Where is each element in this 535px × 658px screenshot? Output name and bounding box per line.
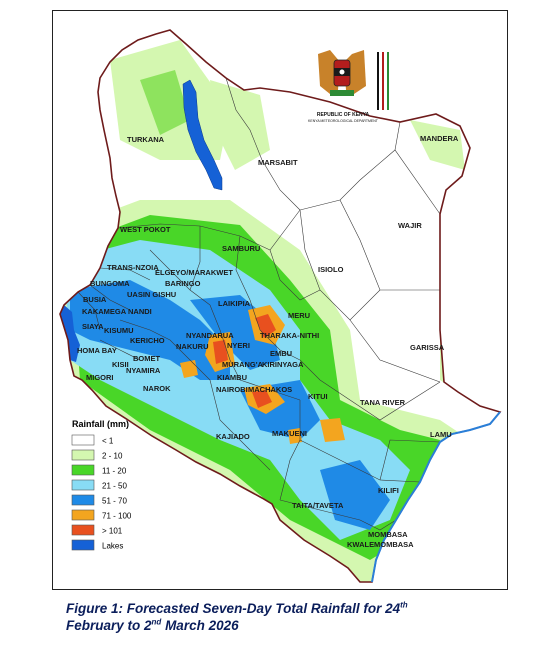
label-taita-taveta: TAITA/TAVETA [292,501,344,510]
label-mombasa-2: MOMBASA [374,540,414,549]
label-trans-nzoia: TRANS-NZOIA [107,263,159,272]
label-nyamira: NYAMIRA [126,366,161,375]
label-mombasa: MOMBASA [368,530,408,539]
label-samburu: SAMBURU [222,244,260,253]
label-nakuru: NAKURU [176,342,209,351]
legend-label: Lakes [102,542,123,551]
label-machakos: MACHAKOS [248,385,292,394]
crest-title: REPUBLIC OF KENYA [317,112,370,118]
legend-swatch [71,479,95,491]
legend-label: 2 - 10 [102,452,123,461]
lake-victoria [60,305,80,362]
legend-swatch [71,449,95,461]
crest-subtitle: KENYA METEOROLOGICAL DEPARTMENT [308,119,379,123]
label-muranga: MURANG'A [222,360,264,369]
label-embu: EMBU [270,349,292,358]
label-uasin-gishu: UASIN GISHU [127,290,176,299]
label-kakamega: KAKAMEGA [82,307,127,316]
label-baringo: BARINGO [165,279,201,288]
caption-sup-1: th [400,600,408,610]
caption-text-1: Figure 1: Forecasted Seven-Day Total Rai… [66,601,401,616]
label-makueni: MAKUENI [272,429,307,438]
label-garissa: GARISSA [410,343,445,352]
caption-line-1: Figure 1: Forecasted Seven-Day Total Rai… [66,600,526,617]
legend-swatch [71,494,95,506]
label-wajir: WAJIR [398,221,422,230]
county-boundaries [77,77,441,531]
label-tharaka-nithi: THARAKA-NITHI [260,331,319,340]
legend-title: Rainfall (mm) [72,419,129,429]
label-kilifi: KILIFI [378,486,399,495]
label-mandera: MANDERA [420,134,459,143]
coastline [371,411,501,583]
caption-text-2: February to 2 [66,618,152,633]
label-busia: BUSIA [83,295,107,304]
legend-label: 71 - 100 [102,512,132,521]
label-kericho: KERICHO [130,336,165,345]
caption-line-2: February to 2nd March 2026 [66,617,526,634]
label-marsabit: MARSABIT [258,158,298,167]
label-kajiado: KAJIADO [216,432,250,441]
label-elgeyo-marakwet: ELGEYO/MARAKWET [155,268,233,277]
legend-label: 21 - 50 [102,482,127,491]
legend-label: > 101 [102,527,123,536]
label-kitui: KITUI [308,392,328,401]
legend: Rainfall (mm) < 1 2 - 10 11 - 20 21 - 50 51 … [71,419,132,551]
legend-label: 51 - 70 [102,497,127,506]
label-lamu: LAMU [430,430,452,439]
figure-caption: Figure 1: Forecasted Seven-Day Total Rai… [66,600,526,634]
label-narok: NAROK [143,384,171,393]
label-meru: MERU [288,311,310,320]
label-kwale: KWALE [347,540,374,549]
label-bomet: BOMET [133,354,161,363]
label-kisumu: KISUMU [104,326,134,335]
label-nairobi: NAIROBI [216,385,248,394]
kenya-border [59,29,502,583]
label-homa-bay: HOMA BAY [77,346,117,355]
label-nyeri: NYERI [227,341,250,350]
label-isiolo: ISIOLO [318,265,344,274]
legend-swatch [71,539,95,551]
legend-swatch [71,464,95,476]
label-bungoma: BUNGOMA [90,279,130,288]
label-nandi: NANDI [128,307,152,316]
caption-sup-2: nd [151,617,162,627]
kenya-coat-of-arms: REPUBLIC OF KENYA KENYA METEOROLOGICAL D… [308,50,389,123]
label-siaya: SIAYA [82,322,104,331]
lake-turkana [182,79,223,191]
label-west-pokot: WEST POKOT [120,225,171,234]
kenya-rainfall-map: REPUBLIC OF KENYA KENYA METEOROLOGICAL D… [59,29,502,583]
legend-swatch [71,434,95,446]
label-nyandarua: NYANDARUA [186,331,234,340]
label-kisii: KISII [112,360,129,369]
county-labels: TURKANA MARSABIT MANDERA WAJIR WEST POKO… [77,134,459,549]
legend-label: < 1 [102,437,114,446]
label-migori: MIGORI [86,373,114,382]
legend-swatch [71,509,95,521]
legend-swatch [71,524,95,536]
legend-label: 11 - 20 [102,467,127,476]
label-kiambu: KIAMBU [217,373,247,382]
caption-text-3: March 2026 [161,618,239,633]
label-turkana: TURKANA [127,135,165,144]
label-kirinyaga: KIRINYAGA [262,360,304,369]
label-laikipia: LAIKIPIA [218,299,251,308]
label-tana-river: TANA RIVER [360,398,406,407]
